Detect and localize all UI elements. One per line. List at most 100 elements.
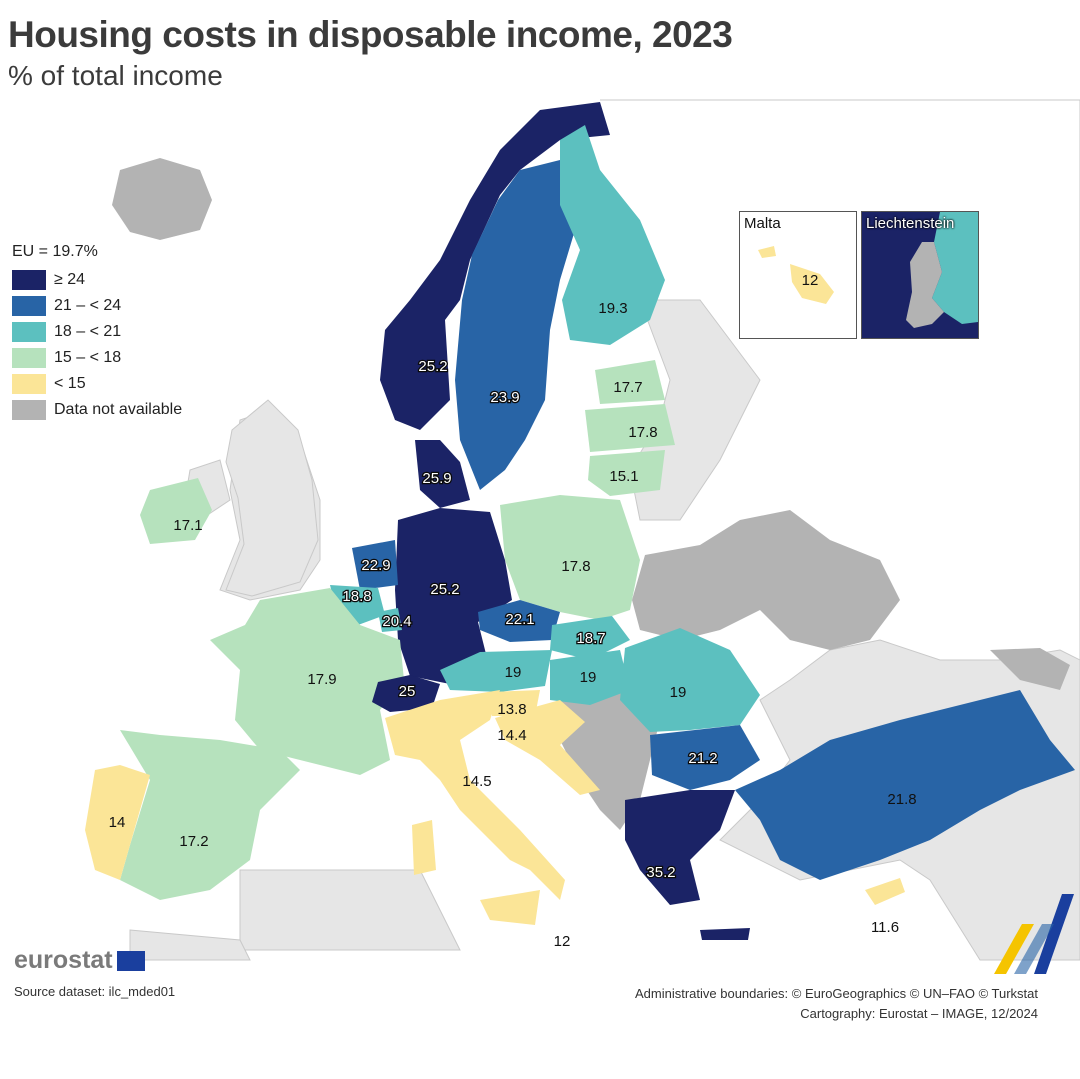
label-france: 17.9	[307, 671, 336, 688]
eurostat-logo-text: eurostat	[14, 946, 113, 974]
map-title: Housing costs in disposable income, 2023	[8, 14, 733, 55]
label-cyprus: 11.6	[871, 919, 899, 936]
legend-label: < 15	[54, 375, 86, 392]
legend-label: ≥ 24	[54, 271, 86, 288]
region-finland	[560, 125, 665, 345]
legend-item: 18 – < 21	[12, 319, 182, 345]
corner-decoration-icon	[994, 894, 1074, 974]
region-bulgaria	[650, 725, 760, 790]
eurostat-logo: eurostat	[14, 946, 145, 975]
legend-item: ≥ 24	[12, 267, 182, 293]
legend-item: 21 – < 24	[12, 293, 182, 319]
legend-item: 15 – < 18	[12, 345, 182, 371]
region-croatia	[495, 700, 600, 795]
region-france	[210, 588, 404, 775]
label-croatia: 14.4	[497, 727, 526, 744]
label-czechia: 22.1	[505, 611, 534, 628]
label-hungary: 19	[580, 669, 597, 686]
region-denmark	[415, 440, 470, 508]
region-portugal	[85, 765, 150, 880]
region-latvia	[585, 404, 675, 452]
legend-item: Data not available	[12, 397, 182, 423]
region-greece	[625, 790, 735, 905]
legend-label: 15 – < 18	[54, 349, 122, 366]
inset-malta-name: Malta	[744, 215, 781, 232]
region-sicily	[480, 890, 540, 925]
region-hungary	[550, 650, 630, 705]
label-sweden: 23.9	[490, 389, 519, 406]
region-ukraine	[632, 510, 900, 650]
label-latvia: 17.8	[628, 424, 657, 441]
label-switzerland: 25	[399, 683, 416, 700]
region-norway	[380, 102, 610, 430]
label-austria: 19	[505, 664, 522, 681]
region-slovakia	[550, 616, 630, 660]
region-poland	[500, 495, 640, 620]
label-greece: 35.2	[646, 864, 675, 881]
label-finland: 19.3	[598, 300, 627, 317]
credit-cartography: Cartography: Eurostat – IMAGE, 12/2024	[800, 1006, 1038, 1021]
region-netherlands	[352, 540, 398, 590]
region-germany	[395, 508, 512, 684]
legend-swatch	[12, 322, 46, 342]
credit-boundaries: Administrative boundaries: © EuroGeograp…	[634, 986, 1038, 1001]
region-italy	[385, 690, 565, 900]
label-germany: 25.2	[430, 581, 459, 598]
legend-label: 21 – < 24	[54, 297, 122, 314]
label-slovakia: 18.7	[576, 630, 605, 647]
region-sweden	[455, 160, 575, 490]
legend-label: Data not available	[54, 401, 183, 418]
region-belgium	[330, 585, 385, 625]
label-netherlands: 22.9	[361, 557, 390, 574]
legend-swatch	[12, 296, 46, 316]
region-cyprus	[865, 878, 905, 905]
label-estonia: 17.7	[613, 379, 642, 396]
label-ireland: 17.1	[173, 517, 202, 534]
region-uk	[225, 399, 319, 597]
legend-label: 18 – < 21	[54, 323, 122, 340]
label-malta: 12	[554, 933, 571, 950]
source-dataset: Source dataset: ilc_mded01	[14, 984, 176, 999]
label-italy: 14.5	[462, 773, 491, 790]
liechtenstein-shape	[906, 212, 978, 328]
inset-liechtenstein-name: Liechtenstein	[866, 215, 955, 232]
region-caucasus	[990, 648, 1070, 690]
inset-malta: 12 Malta	[739, 211, 857, 339]
region-switzerland	[372, 675, 440, 712]
label-romania: 19	[670, 684, 687, 701]
legend-swatch	[12, 374, 46, 394]
region-estonia	[595, 360, 665, 404]
label-slovenia: 13.8	[497, 701, 526, 718]
label-denmark: 25.9	[422, 470, 451, 487]
region-crete	[700, 928, 750, 940]
region-romania	[620, 628, 760, 732]
credits: Administrative boundaries: © EuroGeograp…	[635, 984, 1038, 1024]
region-czechia	[478, 600, 560, 642]
legend-swatch	[12, 270, 46, 290]
region-sardinia	[412, 820, 436, 875]
region-spain	[120, 730, 300, 900]
region-iceland	[112, 158, 212, 240]
label-turkey: 21.8	[887, 791, 916, 808]
legend-swatch	[12, 348, 46, 368]
legend-item: < 15	[12, 371, 182, 397]
eu-average: EU = 19.7%	[12, 243, 98, 260]
label-poland: 17.8	[561, 558, 590, 575]
label-bulgaria: 21.2	[688, 750, 717, 767]
map-subtitle: % of total income	[8, 60, 223, 91]
label-luxembourg: 20.4	[382, 613, 411, 630]
malta-value: 12	[802, 272, 819, 289]
label-portugal: 14	[109, 814, 126, 831]
label-lithuania: 15.1	[609, 468, 638, 485]
inset-liechtenstein: Liechtenstein	[861, 211, 979, 339]
legend: EU = 19.7% ≥ 24 21 – < 24 18 – < 21 15 –…	[12, 243, 182, 423]
label-belgium: 18.8	[342, 588, 371, 605]
region-lithuania	[588, 450, 665, 496]
label-norway: 25.2	[418, 358, 447, 375]
region-turkey	[735, 690, 1075, 880]
label-spain: 17.2	[179, 833, 208, 850]
legend-swatch	[12, 400, 46, 420]
region-balkans	[560, 690, 660, 830]
eu-flag-icon	[116, 950, 145, 971]
